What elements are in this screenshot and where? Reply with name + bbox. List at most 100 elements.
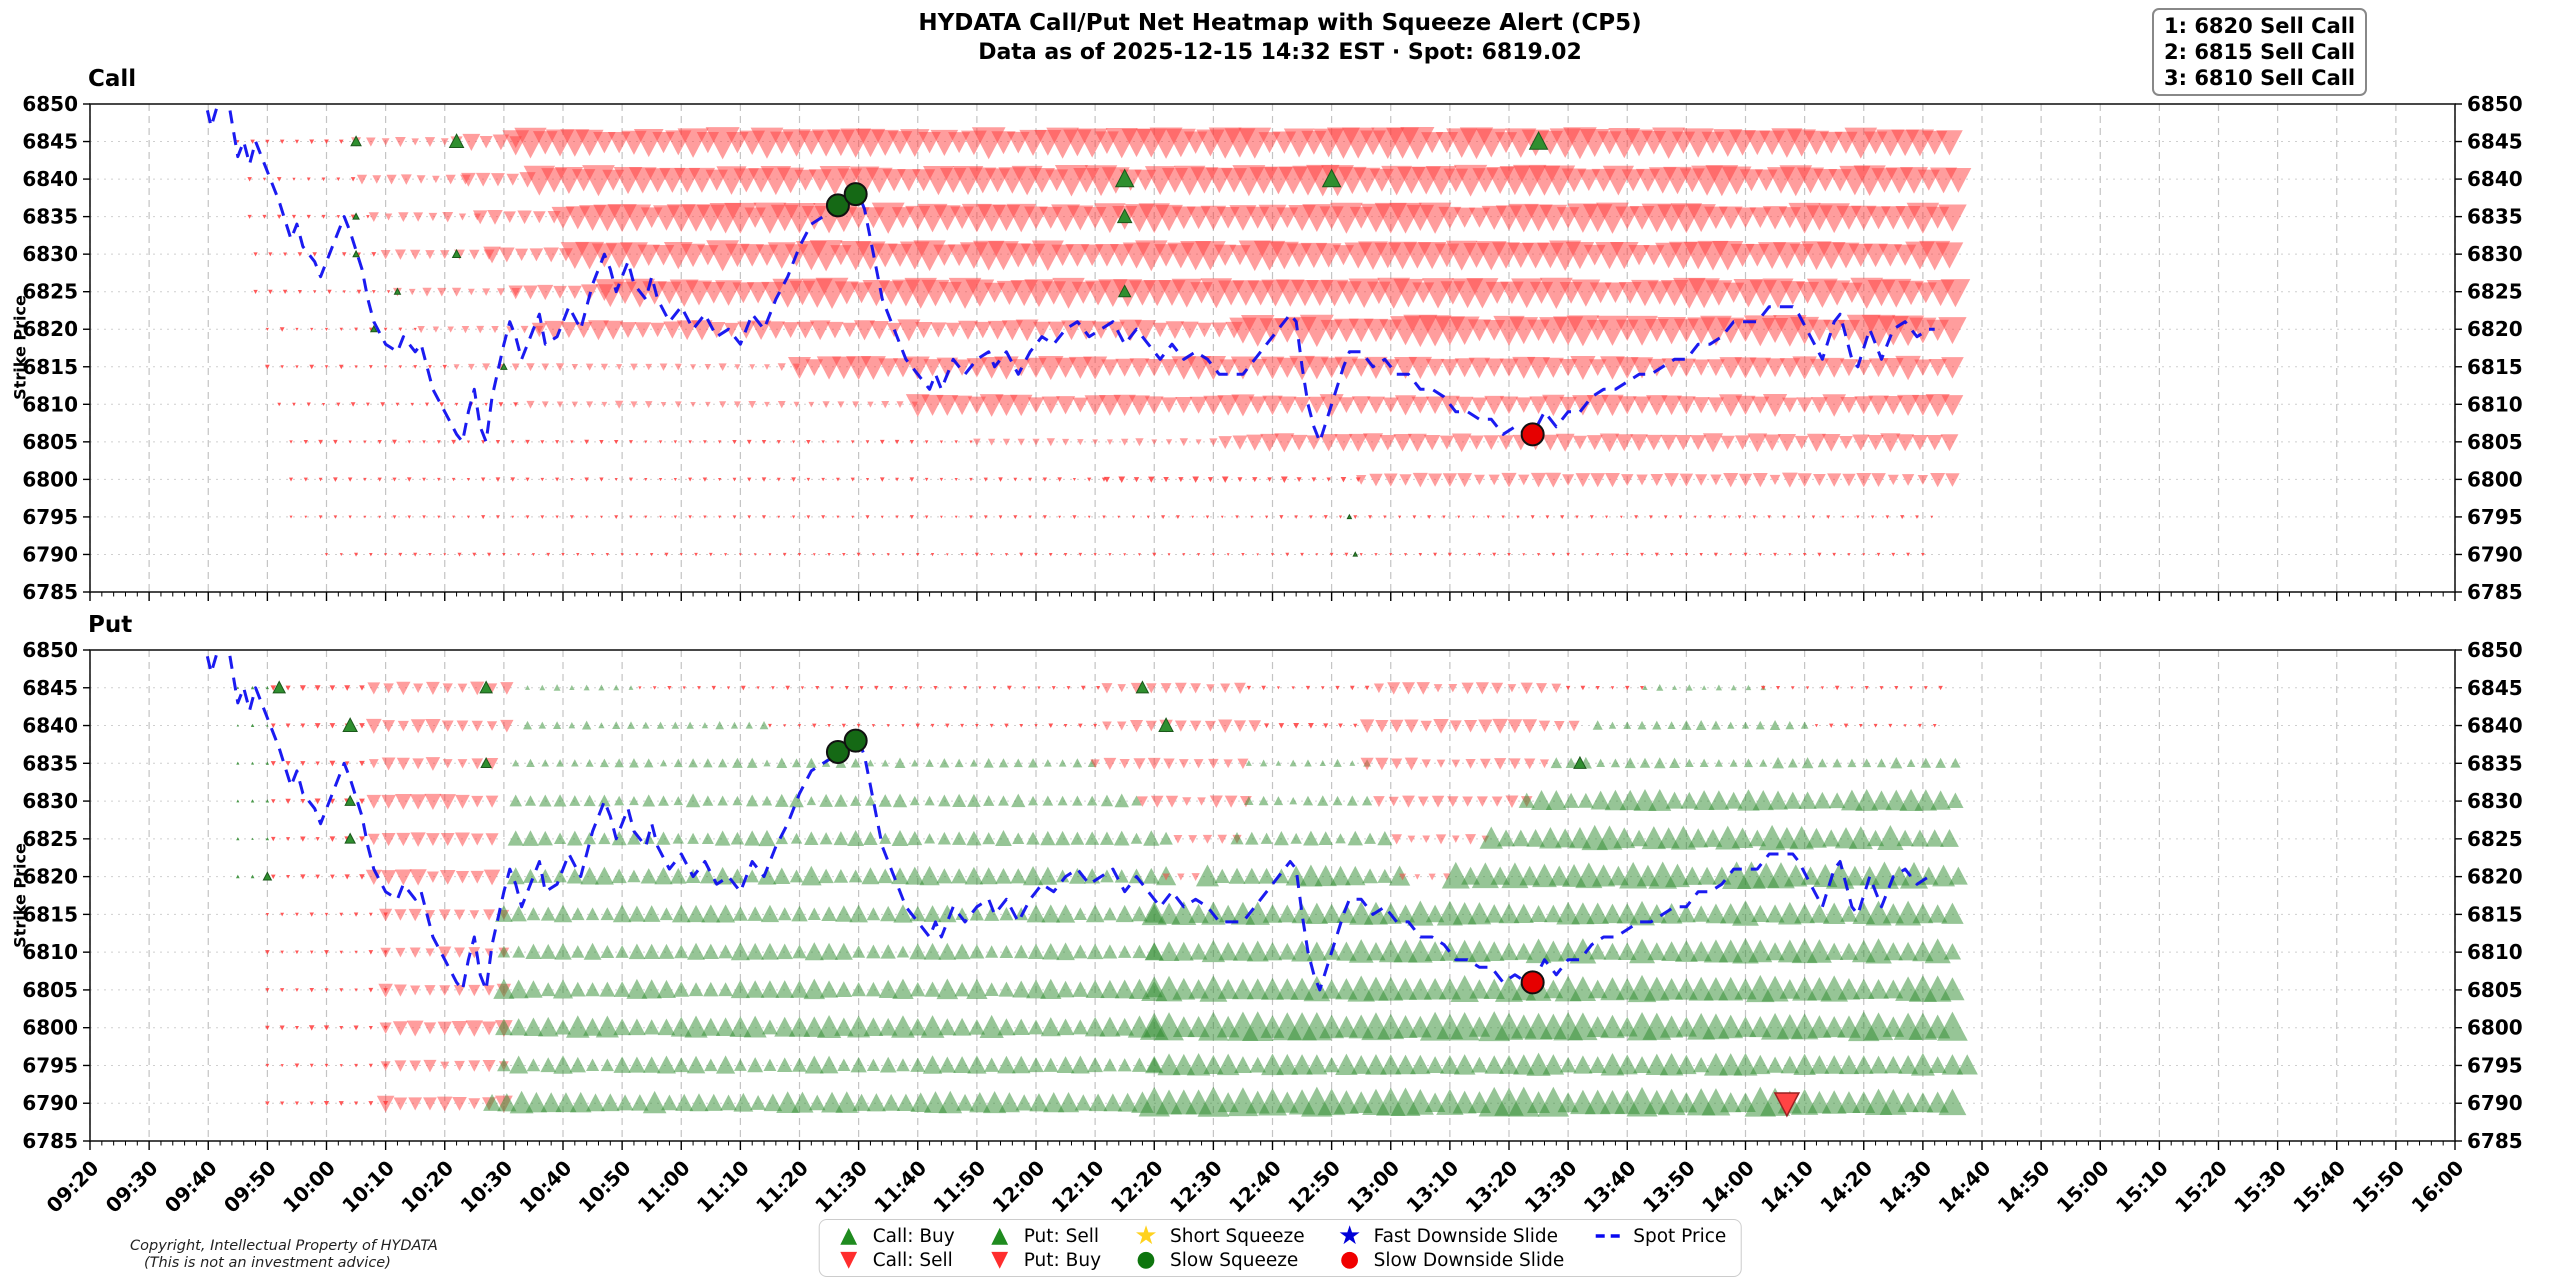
buy-triangle-marker [342, 717, 358, 732]
slow-downside-slide-marker [1520, 422, 1545, 447]
slow-squeeze-icon: ● [1136, 1247, 1156, 1272]
svg-text:12:50: 12:50 [1283, 1156, 1345, 1218]
buy-triangle-marker [500, 362, 508, 370]
svg-text:12:00: 12:00 [988, 1156, 1050, 1218]
svg-text:13:50: 13:50 [1638, 1156, 1700, 1218]
copyright-note: Copyright, Intellectual Property of HYDA… [130, 1238, 438, 1272]
svg-text:6805: 6805 [2467, 978, 2523, 1002]
svg-text:09:50: 09:50 [219, 1156, 281, 1218]
svg-text:11:20: 11:20 [751, 1156, 813, 1218]
svg-text:6830: 6830 [2467, 789, 2523, 813]
put-buy-icon: ▼ [991, 1247, 1009, 1272]
spot-price-icon [1594, 1228, 1624, 1244]
svg-text:6815: 6815 [22, 902, 78, 926]
legend-item-put-sell: ▲ Put: Sell [985, 1224, 1101, 1248]
call-y-axis-label: Strike Price [10, 295, 30, 400]
slow-squeeze-marker [825, 739, 850, 764]
svg-text:13:40: 13:40 [1579, 1156, 1641, 1218]
svg-text:15:30: 15:30 [2229, 1156, 2291, 1218]
copyright-line-1: Copyright, Intellectual Property of HYDA… [130, 1238, 438, 1254]
buy-triangle-marker [369, 325, 378, 333]
svg-text:6815: 6815 [2467, 902, 2523, 926]
svg-text:6845: 6845 [2467, 676, 2523, 700]
svg-text:09:40: 09:40 [160, 1156, 222, 1218]
put-y-axis-label: Strike Price [10, 843, 30, 948]
svg-text:6840: 6840 [2467, 167, 2523, 191]
buy-triangle-marker [352, 249, 360, 258]
svg-text:10:40: 10:40 [515, 1156, 577, 1218]
buy-triangle-marker [1114, 168, 1135, 188]
svg-text:6830: 6830 [2467, 242, 2523, 266]
svg-text:6810: 6810 [22, 940, 78, 964]
svg-text:10:10: 10:10 [337, 1156, 399, 1218]
svg-text:6845: 6845 [2467, 130, 2523, 154]
svg-text:12:10: 12:10 [1047, 1156, 1109, 1218]
svg-text:11:00: 11:00 [633, 1156, 695, 1218]
svg-text:6800: 6800 [2467, 467, 2523, 491]
legend-label: Fast Downside Slide [1373, 1225, 1559, 1247]
put-heatmap-rows [235, 681, 1978, 1117]
svg-text:6850: 6850 [22, 638, 78, 662]
svg-text:13:30: 13:30 [1520, 1156, 1582, 1218]
svg-text:12:20: 12:20 [1106, 1156, 1168, 1218]
chart-title: HYDATA Call/Put Net Heatmap with Squeeze… [918, 10, 1642, 36]
buy-triangle-marker [1158, 717, 1174, 732]
svg-text:6800: 6800 [22, 467, 78, 491]
svg-text:14:00: 14:00 [1697, 1156, 1759, 1218]
svg-text:6835: 6835 [22, 205, 78, 229]
legend-item-slow-squeeze: ● Slow Squeeze [1131, 1248, 1305, 1272]
legend: ▲ Call: Buy ▼ Call: Sell ▲ Put: Sell ▼ Put: Buy… [818, 1219, 1742, 1277]
svg-text:11:50: 11:50 [928, 1156, 990, 1218]
svg-text:6840: 6840 [22, 167, 78, 191]
call-x-ticks [89, 592, 2456, 601]
buy-triangle-marker [393, 287, 402, 295]
slow-downside-slide-marker [1520, 970, 1545, 995]
svg-text:6785: 6785 [22, 1129, 78, 1153]
slow-squeeze-marker [825, 193, 850, 218]
svg-text:6840: 6840 [2467, 714, 2523, 738]
svg-text:10:50: 10:50 [574, 1156, 636, 1218]
svg-text:6795: 6795 [2467, 505, 2523, 529]
svg-text:6850: 6850 [2467, 638, 2523, 662]
legend-item-short-squeeze: ★ Short Squeeze [1131, 1223, 1304, 1249]
slow-squeeze-marker [843, 728, 868, 753]
buy-triangle-marker [1346, 513, 1353, 520]
svg-text:6795: 6795 [2467, 1053, 2523, 1077]
legend-label: Slow Downside Slide [1373, 1249, 1565, 1271]
svg-text:13:20: 13:20 [1461, 1156, 1523, 1218]
svg-text:6810: 6810 [22, 392, 78, 416]
put-panel: 6850 6850 6845 6845 6840 6840 6835 6835 6830 6830… [22, 638, 2523, 1153]
legend-item-fast-downside-slide: ★ Fast Downside Slide [1335, 1223, 1565, 1249]
svg-text:6800: 6800 [22, 1016, 78, 1040]
buy-triangle-marker [448, 133, 465, 148]
buy-triangle-marker [344, 832, 356, 844]
svg-text:6805: 6805 [22, 978, 78, 1002]
svg-text:09:30: 09:30 [101, 1156, 163, 1218]
svg-text:13:10: 13:10 [1401, 1156, 1463, 1218]
buy-triangle-marker [1116, 208, 1133, 224]
svg-text:15:00: 15:00 [2052, 1156, 2114, 1218]
buy-triangle-marker [1321, 168, 1342, 188]
svg-text:6825: 6825 [2467, 827, 2523, 851]
alert-line-3: 3: 6810 Sell Call [2164, 66, 2356, 90]
svg-text:14:20: 14:20 [1815, 1156, 1877, 1218]
alert-line-1: 1: 6820 Sell Call [2164, 14, 2356, 38]
legend-item-put-buy: ▼ Put: Buy [985, 1248, 1101, 1272]
svg-text:6825: 6825 [22, 280, 78, 304]
buy-triangle-marker [479, 680, 493, 694]
svg-text:6820: 6820 [22, 317, 78, 341]
svg-text:14:30: 14:30 [1874, 1156, 1936, 1218]
legend-item-spot-price: Spot Price [1594, 1224, 1726, 1248]
svg-text:6785: 6785 [2467, 1129, 2523, 1153]
buy-triangle-marker [480, 756, 492, 769]
svg-text:6850: 6850 [2467, 92, 2523, 116]
svg-text:15:20: 15:20 [2170, 1156, 2232, 1218]
put-event-markers [262, 680, 1801, 1118]
buy-triangle-marker [1352, 551, 1359, 557]
svg-text:6800: 6800 [2467, 1016, 2523, 1040]
svg-text:6805: 6805 [2467, 430, 2523, 454]
svg-text:6790: 6790 [22, 1091, 78, 1115]
svg-text:6835: 6835 [22, 751, 78, 775]
x-tick-labels: 09:2009:3009:4009:5010:0010:1010:2010:30… [42, 1156, 2469, 1218]
